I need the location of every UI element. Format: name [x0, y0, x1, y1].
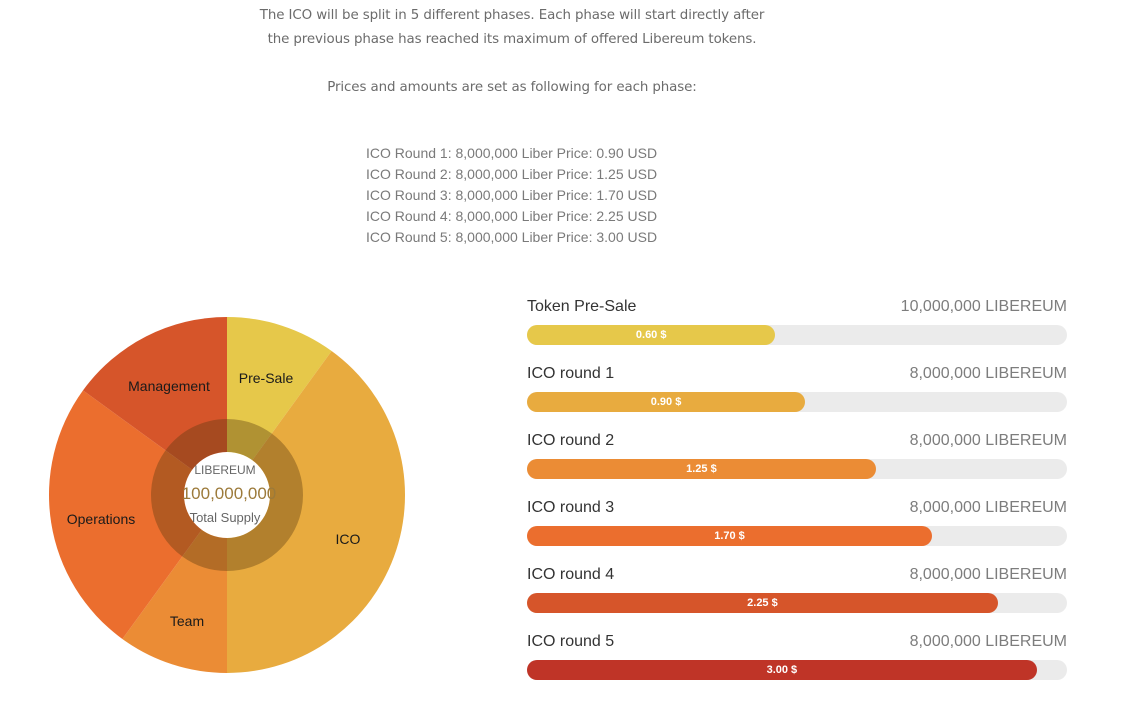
- progress-fill: 1.25 $: [527, 459, 876, 479]
- phase-name: ICO round 4: [527, 566, 615, 583]
- price-label: 3.00 $: [766, 664, 798, 676]
- price-label: 1.25 $: [686, 463, 717, 475]
- pie-inner-ring-segment: [182, 529, 227, 571]
- sale-phase-row: ICO round 5 8,000,000 LIBEREUM 3.00 $: [527, 631, 1067, 698]
- progress-fill: 0.60 $: [527, 325, 776, 345]
- progress-fill: 0.90 $: [527, 392, 806, 412]
- price-label: 0.60 $: [635, 329, 667, 341]
- round-line: ICO Round 5: 8,000,000 Liber Price: 3.00…: [366, 229, 658, 245]
- phase-name: Token Pre-Sale: [527, 298, 637, 315]
- pie-slice-label: Pre-Sale: [239, 370, 294, 386]
- round-line: ICO Round 1: 8,000,000 Liber Price: 0.90…: [366, 145, 658, 161]
- pie-slice-operations: [49, 390, 228, 640]
- intro-line-3: Prices and amounts are set as following …: [327, 80, 697, 95]
- sale-phase-row: ICO round 3 8,000,000 LIBEREUM 1.70 $: [527, 497, 1067, 564]
- pie-slice-label: ICO: [336, 531, 361, 547]
- rounds-list: ICO Round 1: 8,000,000 Liber Price: 0.90…: [366, 143, 657, 248]
- progress-track: 1.25 $: [527, 459, 1067, 479]
- round-line: ICO Round 3: 8,000,000 Liber Price: 1.70…: [366, 187, 658, 203]
- pie-slice-label: Operations: [67, 511, 135, 527]
- pie-slice-management: [82, 317, 228, 495]
- progress-track: 1.70 $: [527, 526, 1067, 546]
- phase-name: ICO round 1: [527, 365, 615, 382]
- price-label: 0.90 $: [650, 396, 682, 408]
- progress-fill: 1.70 $: [527, 526, 932, 546]
- phase-amount: 8,000,000 LIBEREUM: [909, 633, 1067, 650]
- progress-fill: 3.00 $: [527, 660, 1037, 680]
- progress-track: 0.60 $: [527, 325, 1067, 345]
- price-label: 1.70 $: [714, 530, 745, 542]
- phase-name: ICO round 3: [527, 499, 615, 516]
- pie-inner-ring-segment: [165, 419, 227, 470]
- pie-inner-ring-segment: [227, 433, 304, 571]
- intro-line-2: the previous phase has reached its maxim…: [267, 32, 757, 47]
- pie-slice-label: Team: [170, 613, 204, 629]
- progress-track: 3.00 $: [527, 660, 1067, 680]
- distribution-pie-chart: Pre-Sale ICO Team Operations Management LIBE…: [49, 317, 405, 673]
- intro-line-1: The ICO will be split in 5 different pha…: [259, 8, 765, 23]
- phase-name: ICO round 5: [527, 633, 615, 650]
- pie-inner-ring-segment: [227, 419, 272, 461]
- pie-center-value: 100,000,000: [182, 484, 277, 503]
- round-line: ICO Round 2: 8,000,000 Liber Price: 1.25…: [366, 166, 658, 182]
- pie-slice-team: [122, 495, 227, 673]
- sale-phase-row: ICO round 1 8,000,000 LIBEREUM 0.90 $: [527, 363, 1067, 430]
- sale-phase-row: Token Pre-Sale 10,000,000 LIBEREUM 0.60 …: [527, 296, 1067, 363]
- price-label: 2.25 $: [747, 597, 778, 609]
- pie-center-hole: [184, 452, 270, 538]
- phase-amount: 10,000,000 LIBEREUM: [900, 298, 1067, 315]
- pie-center-title: LIBEREUM: [194, 463, 255, 477]
- progress-track: 0.90 $: [527, 392, 1067, 412]
- pie-slice-label: Management: [128, 378, 210, 394]
- pie-inner-ring-segment: [151, 450, 202, 557]
- token-sale-bars: Token Pre-Sale 10,000,000 LIBEREUM 0.60 …: [527, 296, 1067, 698]
- phase-amount: 8,000,000 LIBEREUM: [909, 432, 1067, 449]
- pie-slice-pre-sale: [227, 317, 332, 495]
- sale-phase-row: ICO round 2 8,000,000 LIBEREUM 1.25 $: [527, 430, 1067, 497]
- phase-name: ICO round 2: [527, 432, 615, 449]
- round-line: ICO Round 4: 8,000,000 Liber Price: 2.25…: [366, 208, 658, 224]
- phase-amount: 8,000,000 LIBEREUM: [909, 365, 1067, 382]
- intro-text: The ICO will be split in 5 different pha…: [200, 4, 824, 100]
- pie-center-subtitle: Total Supply: [190, 510, 261, 525]
- phase-amount: 8,000,000 LIBEREUM: [909, 499, 1067, 516]
- progress-fill: 2.25 $: [527, 593, 998, 613]
- pie-slice-ico: [227, 350, 405, 673]
- phase-amount: 8,000,000 LIBEREUM: [909, 566, 1067, 583]
- progress-track: 2.25 $: [527, 593, 1067, 613]
- sale-phase-row: ICO round 4 8,000,000 LIBEREUM 2.25 $: [527, 564, 1067, 631]
